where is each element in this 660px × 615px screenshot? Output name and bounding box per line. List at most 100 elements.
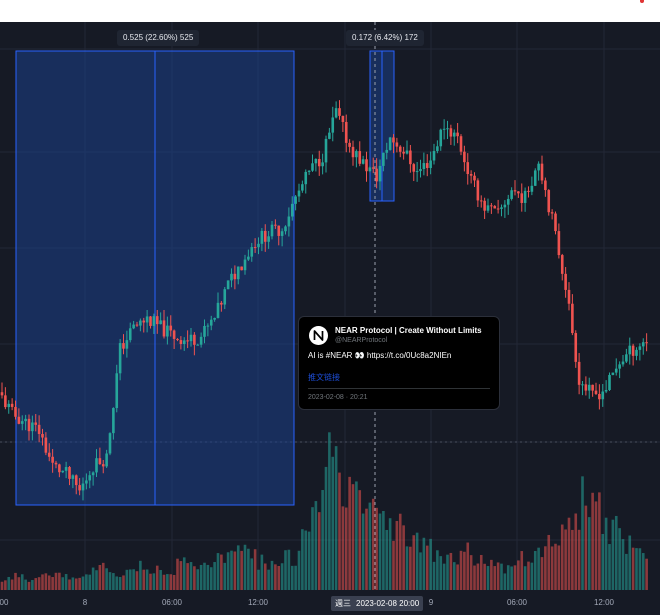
candle-body xyxy=(196,344,200,346)
volume-bar xyxy=(149,573,152,590)
candle-body xyxy=(294,196,297,204)
volume-bar xyxy=(496,562,500,590)
candle-body xyxy=(54,462,58,465)
candle-body xyxy=(88,475,92,481)
volume-bar xyxy=(301,529,304,590)
volume-bar xyxy=(44,573,48,590)
tweet-handle: @NEARProtocol xyxy=(335,337,388,344)
volume-bar xyxy=(611,519,615,590)
candle-body xyxy=(486,205,490,211)
volume-bar xyxy=(486,566,490,590)
candle-body xyxy=(71,475,75,479)
candle-body xyxy=(182,340,186,345)
volume-bar xyxy=(571,529,574,590)
volume-bar xyxy=(132,569,135,590)
volume-bar xyxy=(432,561,436,590)
candle-body xyxy=(479,200,483,202)
volume-bar xyxy=(54,572,58,590)
candle-body xyxy=(85,480,88,484)
tweet-popup[interactable]: NEAR Protocol | Create Without Limits @N… xyxy=(298,316,500,410)
volume-bar xyxy=(608,544,611,590)
volume-bar xyxy=(216,553,220,590)
volume-bar xyxy=(253,549,257,590)
candle-body xyxy=(591,384,594,391)
candle-body xyxy=(621,361,625,365)
candle-body xyxy=(533,170,537,186)
candle-body xyxy=(513,190,517,192)
candle-body xyxy=(105,453,108,467)
candle-body xyxy=(368,167,372,172)
candle-body xyxy=(223,289,227,305)
candle-body xyxy=(290,203,294,217)
candle-body xyxy=(101,464,105,467)
candle-body xyxy=(61,470,65,473)
volume-bar xyxy=(71,577,75,590)
volume-bar xyxy=(544,546,547,590)
price-chart[interactable] xyxy=(0,22,660,594)
volume-bar xyxy=(490,559,493,590)
candle-body xyxy=(344,121,348,143)
volume-bar xyxy=(101,562,105,590)
candle-body xyxy=(74,475,78,486)
tweet-author: NEAR Protocol | Create Without Limits xyxy=(335,326,482,335)
volume-bar xyxy=(47,575,51,590)
candle-body xyxy=(301,184,304,191)
volume-bar xyxy=(456,564,459,590)
candle-body xyxy=(37,424,41,434)
candle-body xyxy=(419,168,422,172)
candle-body xyxy=(128,328,132,341)
candle-body xyxy=(341,115,345,122)
volume-bar xyxy=(284,550,287,590)
volume-bar xyxy=(402,525,405,590)
volume-bar xyxy=(243,544,247,590)
candle-body xyxy=(34,422,38,425)
candle-body xyxy=(557,231,561,256)
volume-bar xyxy=(419,552,422,590)
x-tick-label: 06:00 xyxy=(506,598,528,607)
volume-bar xyxy=(74,578,78,590)
volume-bar xyxy=(125,569,129,590)
volume-bar xyxy=(203,562,206,590)
candle-body xyxy=(58,464,61,473)
candle-body xyxy=(628,345,632,355)
volume-bar xyxy=(206,564,210,590)
volume-bar xyxy=(209,567,213,590)
volume-bar xyxy=(452,562,456,590)
candle-body xyxy=(560,255,564,274)
volume-bar xyxy=(169,574,173,590)
candle-body xyxy=(47,452,51,457)
volume-bar xyxy=(81,576,85,590)
candle-body xyxy=(581,384,584,386)
candle-body xyxy=(247,256,250,260)
volume-bar xyxy=(95,570,98,590)
candle-body xyxy=(530,185,534,192)
volume-bar xyxy=(641,553,645,590)
volume-bar xyxy=(449,552,453,590)
volume-bar xyxy=(58,572,61,590)
candle-body xyxy=(449,128,453,137)
candle-body xyxy=(442,128,446,130)
volume-bar xyxy=(348,476,351,590)
candle-body xyxy=(415,171,419,173)
volume-bar xyxy=(395,520,399,590)
volume-bar xyxy=(98,564,102,590)
volume-bar xyxy=(297,550,301,590)
tweet-link[interactable]: 推文链接 xyxy=(308,373,340,382)
volume-bar xyxy=(10,579,14,590)
volume-bar xyxy=(537,547,540,590)
candle-body xyxy=(510,190,513,199)
candle-body xyxy=(378,165,382,182)
volume-bar xyxy=(621,539,625,590)
candle-body xyxy=(267,236,270,242)
candle-body xyxy=(98,458,102,465)
candle-body xyxy=(81,483,85,491)
volume-bar xyxy=(506,565,510,590)
volume-bar xyxy=(213,562,216,590)
measure-label-2: 0.172 (6.42%) 172 xyxy=(346,30,424,46)
volume-bar xyxy=(645,558,648,590)
candle-body xyxy=(641,342,645,347)
candle-body xyxy=(422,163,426,169)
candle-body xyxy=(226,280,230,290)
volume-bar xyxy=(355,481,358,590)
candle-body xyxy=(166,325,169,337)
